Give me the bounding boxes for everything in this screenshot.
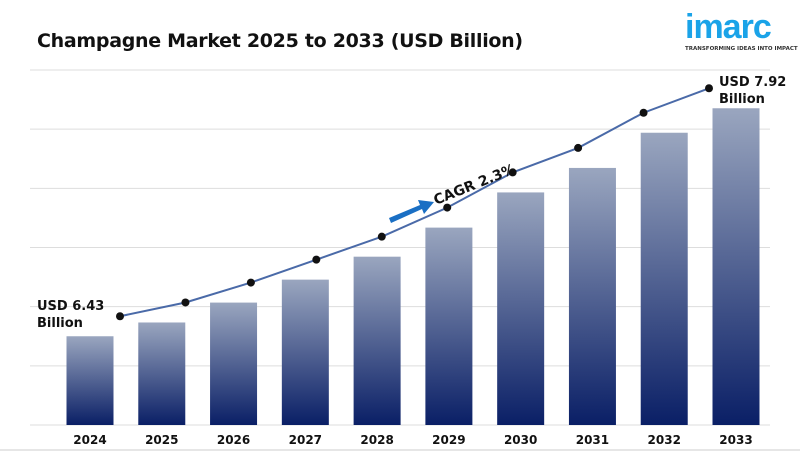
- trend-point: [377, 232, 386, 241]
- x-tick-label: 2033: [719, 433, 752, 447]
- trend-point: [705, 84, 713, 93]
- imarc-logo: imarc TRANSFORMING IDEAS INTO IMPACT: [685, 8, 798, 52]
- x-tick-label: 2026: [217, 433, 250, 447]
- cagr-arrow-icon: [389, 200, 434, 223]
- x-tick-label: 2027: [289, 433, 322, 447]
- x-tick-label: 2025: [145, 433, 178, 447]
- trend-point: [639, 108, 648, 117]
- bar-2028: [353, 256, 401, 425]
- trend-line: [119, 87, 710, 318]
- start-unit-text: Billion: [37, 316, 83, 331]
- x-tick-label: 2030: [504, 433, 537, 447]
- logo-tagline: TRANSFORMING IDEAS INTO IMPACT: [685, 46, 798, 52]
- trend-point: [116, 312, 124, 321]
- x-tick-label: 2029: [432, 433, 465, 447]
- x-tick-label: 2024: [73, 433, 106, 447]
- bar-2024: [66, 336, 114, 425]
- x-tick-label: 2028: [360, 433, 393, 447]
- bar-2025: [138, 322, 186, 425]
- logo-word: imarc: [685, 8, 772, 46]
- trend-point: [246, 278, 255, 287]
- bar-2030: [497, 192, 545, 425]
- bar-2032: [640, 132, 688, 426]
- start-value-text: USD 6.43: [37, 299, 105, 314]
- x-tick-label: 2031: [576, 433, 609, 447]
- end-value-text: USD 7.92: [719, 75, 787, 90]
- end-value-label: USD 7.92 Billion: [719, 74, 786, 108]
- trend-point: [574, 143, 583, 152]
- trend-point: [508, 168, 517, 177]
- bar-2031: [568, 167, 616, 425]
- trend-point: [443, 203, 452, 212]
- bar-2033: [712, 108, 760, 426]
- bar-2029: [425, 227, 473, 425]
- start-value-label: USD 6.43 Billion: [37, 298, 104, 332]
- end-unit-text: Billion: [719, 92, 765, 107]
- trend-point: [181, 298, 190, 307]
- x-tick-label: 2032: [648, 433, 681, 447]
- chart-title: Champagne Market 2025 to 2033 (USD Billi…: [37, 30, 523, 52]
- bar-2027: [281, 279, 329, 425]
- trend-point: [312, 255, 321, 264]
- bar-2026: [210, 302, 258, 425]
